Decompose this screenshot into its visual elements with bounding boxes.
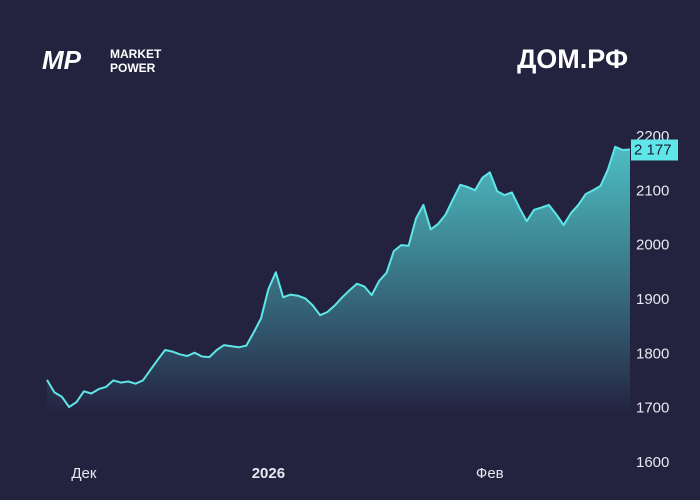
price-tag-label: 2 177	[634, 141, 672, 158]
x-tick-label: Дек	[71, 465, 97, 482]
logo-mark: MP	[42, 45, 82, 75]
y-tick-label: 2000	[636, 237, 669, 254]
chart-title: ДОМ.РФ	[517, 44, 628, 74]
area	[47, 146, 630, 416]
y-tick-label: 1800	[636, 345, 669, 362]
logo-text: POWER	[110, 61, 156, 75]
price-tag	[631, 139, 678, 161]
y-tick-label: 1700	[636, 400, 669, 417]
x-tick-label: Фев	[476, 465, 504, 482]
logo: MP MARKET POWER	[42, 45, 162, 75]
y-tick-label: 1600	[636, 454, 669, 471]
line	[46, 145, 631, 408]
x-tick-label: 2026	[252, 465, 285, 482]
y-tick-label: 2100	[636, 182, 669, 199]
logo-text: MARKET	[110, 47, 162, 61]
y-tick-label: 1900	[636, 291, 669, 308]
